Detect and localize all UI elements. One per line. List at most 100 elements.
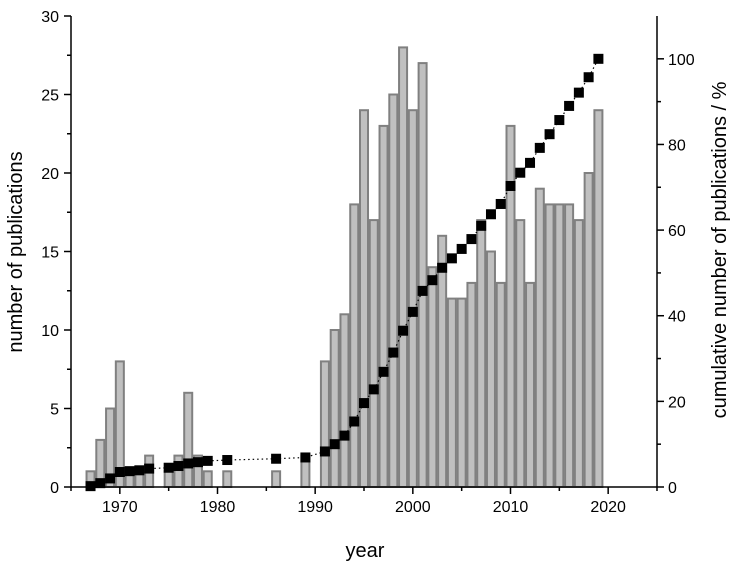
bar (466, 281, 477, 488)
cumulative-point (593, 53, 604, 64)
bar (329, 329, 340, 488)
y2-tick-label: 80 (668, 137, 686, 154)
bar (368, 219, 379, 488)
bar (456, 297, 467, 488)
bar (564, 203, 575, 488)
cumulative-point (271, 453, 282, 464)
cumulative-point (427, 275, 438, 286)
cumulative-point (476, 220, 487, 231)
bar (339, 313, 350, 488)
y2-tick-label: 60 (668, 223, 686, 240)
bar (583, 172, 594, 488)
bar (388, 93, 399, 488)
y2-tick-label: 40 (668, 309, 686, 326)
y-tick-label: 10 (41, 323, 59, 340)
bar (554, 203, 565, 488)
bar (349, 203, 360, 488)
bar (173, 454, 184, 489)
bar (417, 62, 428, 488)
bar (271, 470, 282, 488)
cumulative-point (339, 430, 350, 441)
cumulative-point (192, 457, 203, 468)
bar (378, 124, 389, 489)
cumulative-point (515, 167, 526, 178)
cumulative-point (202, 455, 213, 466)
bar (534, 187, 545, 488)
bar (593, 109, 604, 488)
cumulative-point (124, 466, 135, 477)
bar (515, 219, 526, 488)
bar (319, 360, 330, 488)
cumulative-series (85, 53, 604, 492)
cumulative-point (183, 458, 194, 469)
y-tick-label: 20 (41, 166, 59, 183)
y-tick-label: 25 (41, 88, 59, 105)
bar (476, 219, 487, 488)
cumulative-point (525, 157, 536, 168)
cumulative-point (359, 398, 369, 409)
cumulative-point (554, 115, 565, 126)
bar (485, 250, 496, 488)
cumulative-point (388, 347, 399, 358)
cumulative-point (114, 467, 125, 478)
cumulative-point (378, 366, 389, 377)
x-tick-label: 1990 (297, 499, 333, 516)
cumulative-point (398, 325, 409, 336)
cumulative-point (583, 72, 594, 83)
bar (359, 109, 370, 488)
bar (222, 470, 233, 488)
x-axis-title: year (346, 540, 385, 562)
x-tick-label: 1980 (200, 499, 236, 516)
cumulative-point (437, 262, 448, 273)
bar (163, 470, 174, 488)
cumulative-point (85, 481, 96, 492)
bar (573, 219, 584, 488)
cumulative-point (544, 129, 555, 140)
x-tick-label: 2010 (493, 499, 529, 516)
cumulative-point (466, 234, 477, 245)
bar (427, 266, 438, 489)
bar-series (85, 46, 604, 489)
cumulative-point (417, 285, 428, 296)
y-tick-label: 30 (41, 9, 59, 26)
cumulative-point (485, 209, 496, 220)
cumulative-point (300, 452, 311, 463)
bar (202, 470, 213, 488)
y-tick-label: 15 (41, 245, 59, 262)
cumulative-point (495, 198, 506, 209)
bar (495, 281, 506, 488)
cumulative-point (446, 253, 457, 264)
y-axis-title: number of publications (5, 151, 27, 352)
bar (407, 109, 418, 488)
cumulative-point (105, 473, 116, 484)
bar (398, 46, 409, 489)
y2-tick-label: 100 (668, 52, 695, 69)
cumulative-point (368, 384, 379, 395)
cumulative-point (407, 306, 418, 317)
cumulative-point (134, 465, 145, 476)
bar (183, 391, 194, 488)
cumulative-point (349, 416, 360, 427)
cumulative-point (173, 461, 184, 472)
bar (505, 124, 516, 489)
bar (437, 234, 448, 488)
cumulative-point (144, 463, 155, 474)
x-tick-label: 2000 (395, 499, 431, 516)
cumulative-point (222, 455, 233, 466)
y-tick-label: 5 (50, 402, 59, 419)
cumulative-point (456, 243, 467, 254)
cumulative-point (564, 100, 575, 111)
bar (544, 203, 555, 488)
cumulative-point (573, 87, 584, 98)
bar (525, 281, 536, 488)
cumulative-point (505, 180, 516, 191)
y-tick-label: 0 (50, 480, 59, 497)
x-tick-label: 2020 (590, 499, 626, 516)
cumulative-point (534, 142, 545, 153)
x-tick-label: 1970 (102, 499, 138, 516)
cumulative-point (163, 462, 174, 473)
bar (446, 297, 457, 488)
ticks: 1970 1980 1990 2000 2010 2020 0 5 10 15 20 25 30 0 20 4… (41, 9, 695, 516)
cumulative-point (95, 478, 106, 489)
